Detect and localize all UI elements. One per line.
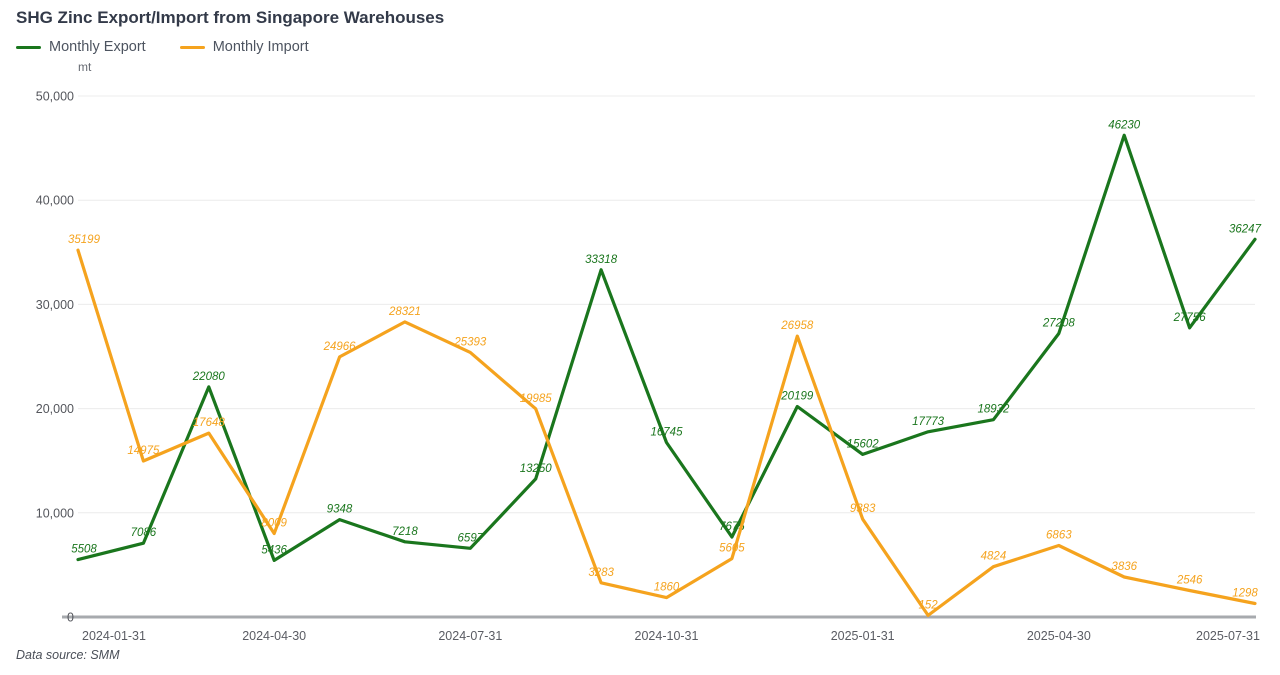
import-data-label: 1860 bbox=[654, 582, 680, 594]
export-data-label: 7086 bbox=[131, 527, 157, 539]
import-data-label: 17648 bbox=[193, 417, 226, 429]
import-data-label: 9383 bbox=[850, 503, 876, 515]
import-data-label: 152 bbox=[918, 599, 938, 611]
export-data-label: 22080 bbox=[192, 371, 226, 383]
export-data-label: 27756 bbox=[1173, 312, 1207, 324]
export-data-label: 16745 bbox=[651, 427, 684, 439]
export-data-label: 15602 bbox=[847, 438, 880, 450]
export-data-label: 33318 bbox=[585, 254, 618, 266]
y-tick-label: 30,000 bbox=[36, 298, 74, 312]
export-data-label: 27208 bbox=[1042, 317, 1076, 329]
chart-legend: Monthly Export Monthly Import bbox=[16, 39, 309, 55]
import-data-label: 25393 bbox=[453, 336, 487, 348]
import-data-label: 3836 bbox=[1111, 561, 1137, 573]
x-tick-label: 2025-01-31 bbox=[831, 629, 895, 643]
export-data-label: 36247 bbox=[1229, 223, 1262, 235]
import-data-label: 6863 bbox=[1046, 529, 1072, 541]
y-tick-label: 0 bbox=[67, 611, 74, 625]
import-data-label: 19985 bbox=[520, 393, 553, 405]
legend-label-export: Monthly Export bbox=[49, 39, 146, 55]
export-data-label: 13250 bbox=[520, 463, 553, 475]
x-tick-label: 2025-04-30 bbox=[1027, 629, 1091, 643]
export-data-label: 46230 bbox=[1108, 119, 1141, 131]
legend-item-monthly-export[interactable]: Monthly Export bbox=[16, 39, 146, 55]
import-data-label: 28321 bbox=[388, 306, 421, 318]
export-line-swatch-icon bbox=[16, 45, 41, 49]
y-tick-label: 40,000 bbox=[36, 194, 74, 208]
import-data-label: 3283 bbox=[588, 567, 614, 579]
x-tick-label: 2025-07-31 bbox=[1196, 629, 1260, 643]
export-data-label: 18932 bbox=[977, 404, 1010, 416]
data-source-note: Data source: SMM bbox=[16, 648, 120, 662]
import-data-label: 4824 bbox=[981, 551, 1007, 563]
x-tick-label: 2024-07-31 bbox=[438, 629, 502, 643]
export-data-label: 9348 bbox=[327, 504, 353, 516]
import-data-label: 5605 bbox=[719, 543, 745, 555]
import-data-label: 1298 bbox=[1232, 587, 1258, 599]
import-data-label: 24966 bbox=[323, 341, 357, 353]
export-data-label: 17773 bbox=[912, 416, 945, 428]
import-data-label: 8009 bbox=[261, 518, 287, 530]
export-data-label: 5508 bbox=[71, 544, 97, 556]
import-data-label: 14975 bbox=[127, 445, 160, 457]
legend-label-import: Monthly Import bbox=[212, 39, 309, 55]
page-title: SHG Zinc Export/Import from Singapore Wa… bbox=[16, 8, 445, 27]
y-axis-unit-label: mt bbox=[78, 60, 92, 74]
y-tick-label: 20,000 bbox=[36, 402, 74, 416]
y-tick-label: 50,000 bbox=[36, 90, 74, 104]
x-tick-label: 2024-01-31 bbox=[82, 629, 146, 643]
export-data-label: 5436 bbox=[261, 544, 287, 556]
export-data-label: 20199 bbox=[780, 391, 814, 403]
export-line bbox=[76, 133, 1257, 563]
import-data-label: 35199 bbox=[68, 234, 101, 246]
export-data-label: 7218 bbox=[392, 526, 418, 538]
x-tick-label: 2024-10-31 bbox=[635, 629, 699, 643]
import-line bbox=[76, 248, 1257, 618]
import-data-label: 2546 bbox=[1176, 574, 1203, 586]
export-data-label: 6597 bbox=[458, 532, 484, 544]
legend-item-monthly-import[interactable]: Monthly Import bbox=[179, 39, 309, 55]
import-data-label: 26958 bbox=[780, 320, 814, 332]
x-tick-label: 2024-04-30 bbox=[242, 629, 306, 643]
y-tick-label: 10,000 bbox=[36, 506, 74, 520]
import-line-swatch-icon bbox=[179, 45, 205, 49]
